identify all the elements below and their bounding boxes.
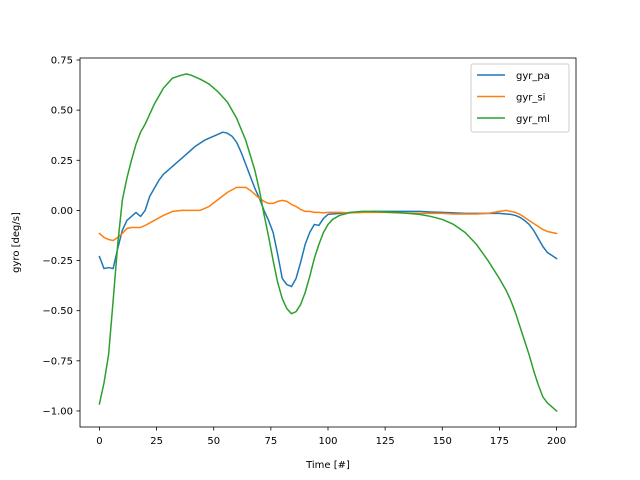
x-axis-ticks: 0 25 50 75 100 125 150 175 200 <box>96 427 566 447</box>
y-tick-label: 0.25 <box>51 156 73 167</box>
legend: gyr_pa gyr_si gyr_ml <box>470 63 570 133</box>
x-tick-label: 50 <box>207 436 220 447</box>
x-tick-label: 100 <box>318 436 337 447</box>
x-tick-label: 125 <box>376 436 395 447</box>
x-tick-label: 75 <box>264 436 277 447</box>
y-axis-label: gyro [deg/s] <box>11 212 22 273</box>
y-tick-label: 0.00 <box>51 206 73 217</box>
x-axis-label: Time [#] <box>305 460 350 471</box>
legend-label-gyr-pa: gyr_pa <box>516 71 550 82</box>
series-line-gyr-ml <box>98 73 558 413</box>
x-tick-label: 175 <box>490 436 509 447</box>
x-tick-label: 25 <box>150 436 163 447</box>
legend-box <box>470 63 570 133</box>
y-tick-label: −0.75 <box>42 356 73 367</box>
legend-label-gyr-si: gyr_si <box>516 93 545 104</box>
x-tick-label: 200 <box>547 436 566 447</box>
legend-label-gyr-ml: gyr_ml <box>516 114 550 125</box>
y-tick-label: 0.75 <box>51 56 73 67</box>
series-layer <box>98 73 558 413</box>
legend-items: gyr_pa gyr_si gyr_ml <box>477 71 550 125</box>
y-tick-label: −1.00 <box>42 406 73 417</box>
x-tick-label: 150 <box>433 436 452 447</box>
y-axis-ticks: −1.00 −0.75 −0.50 −0.25 0.00 0.25 0.50 0.75 <box>42 56 80 417</box>
y-tick-label: −0.50 <box>42 306 73 317</box>
y-tick-label: −0.25 <box>42 256 73 267</box>
x-tick-label: 0 <box>96 436 102 447</box>
series-line-gyr-si <box>98 186 558 242</box>
y-tick-label: 0.50 <box>51 106 73 117</box>
